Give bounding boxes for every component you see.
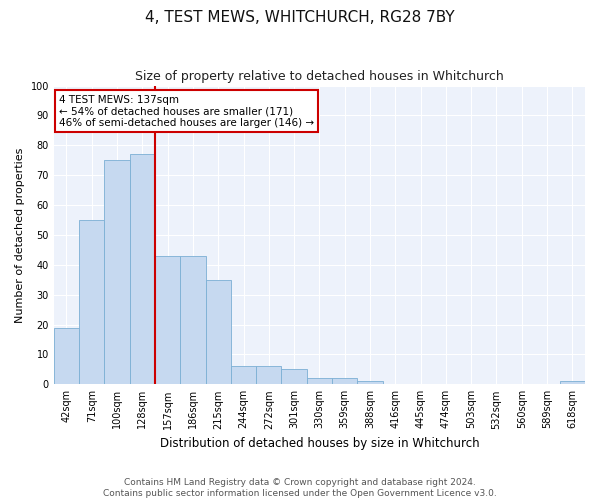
Bar xyxy=(281,370,307,384)
X-axis label: Distribution of detached houses by size in Whitchurch: Distribution of detached houses by size … xyxy=(160,437,479,450)
Y-axis label: Number of detached properties: Number of detached properties xyxy=(15,147,25,322)
Bar xyxy=(560,382,585,384)
Bar xyxy=(206,280,231,384)
Bar xyxy=(79,220,104,384)
Bar xyxy=(358,382,383,384)
Bar xyxy=(180,256,206,384)
Title: Size of property relative to detached houses in Whitchurch: Size of property relative to detached ho… xyxy=(135,70,504,83)
Bar xyxy=(332,378,358,384)
Bar xyxy=(231,366,256,384)
Text: 4 TEST MEWS: 137sqm
← 54% of detached houses are smaller (171)
46% of semi-detac: 4 TEST MEWS: 137sqm ← 54% of detached ho… xyxy=(59,94,314,128)
Bar xyxy=(307,378,332,384)
Text: 4, TEST MEWS, WHITCHURCH, RG28 7BY: 4, TEST MEWS, WHITCHURCH, RG28 7BY xyxy=(145,10,455,25)
Bar xyxy=(155,256,180,384)
Bar xyxy=(104,160,130,384)
Bar xyxy=(256,366,281,384)
Bar xyxy=(54,328,79,384)
Text: Contains HM Land Registry data © Crown copyright and database right 2024.
Contai: Contains HM Land Registry data © Crown c… xyxy=(103,478,497,498)
Bar xyxy=(130,154,155,384)
